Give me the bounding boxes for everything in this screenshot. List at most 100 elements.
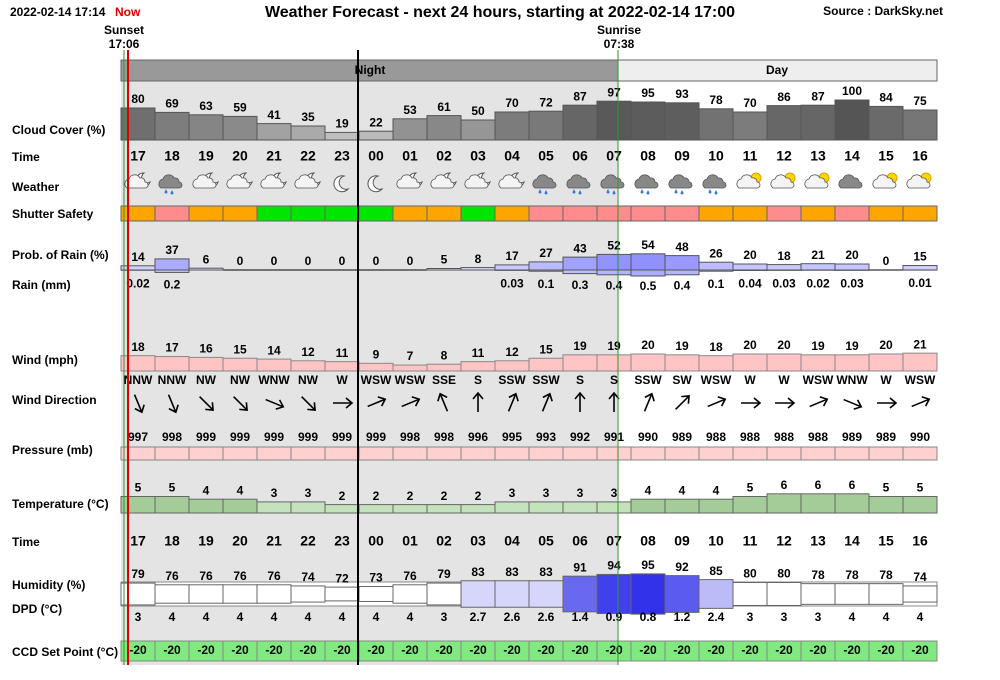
rain-prob-bar xyxy=(596,253,632,271)
humidity-box xyxy=(324,586,360,602)
hour: 09 xyxy=(674,533,690,549)
pressure-bar xyxy=(392,446,428,461)
cloud-value: 87 xyxy=(811,89,825,103)
hour: 05 xyxy=(538,533,554,549)
wind-direction: WSW xyxy=(905,373,936,387)
temperature-bar xyxy=(834,493,870,514)
humidity-box xyxy=(290,585,326,603)
wind-direction: WSW xyxy=(361,373,392,387)
dpd-value: 1.2 xyxy=(674,610,691,624)
cloud-bar xyxy=(188,114,224,141)
pressure-value: 999 xyxy=(196,430,216,444)
pressure-value: 992 xyxy=(570,430,590,444)
temperature-value: 3 xyxy=(271,486,278,500)
hour: 03 xyxy=(470,148,486,164)
pressure-bar xyxy=(188,446,224,461)
cloud-value: 53 xyxy=(403,103,417,117)
cloud-bar xyxy=(120,107,156,141)
wind-bar xyxy=(630,353,666,372)
wind-bar xyxy=(154,356,190,372)
rain-prob-value: 17 xyxy=(505,249,519,263)
wind-value: 20 xyxy=(777,338,791,352)
temperature-bar xyxy=(698,498,734,514)
hour: 09 xyxy=(674,148,690,164)
wind-arrow xyxy=(843,398,863,410)
rain-prob-bar xyxy=(188,267,224,271)
humidity-value: 76 xyxy=(199,569,213,583)
wind-value: 15 xyxy=(233,342,247,356)
humidity-value: 85 xyxy=(709,564,723,578)
rain-value: 0.4 xyxy=(606,279,623,293)
arrow-head xyxy=(717,396,727,407)
moon-icon xyxy=(333,175,350,193)
pressure-bar xyxy=(358,446,394,461)
ccd-value: -20 xyxy=(129,643,147,657)
wind-direction: W xyxy=(880,373,892,387)
dpd-value: 3 xyxy=(135,610,142,624)
rain-prob-value: 0 xyxy=(271,254,278,268)
shutter-cell xyxy=(324,205,360,222)
cloud-value: 97 xyxy=(607,85,621,99)
rain-bar xyxy=(562,269,598,275)
rain-prob-value: 14 xyxy=(131,250,145,264)
row-label: Wind (mph) xyxy=(12,353,78,367)
row-label: Pressure (mb) xyxy=(12,443,93,457)
rain-prob-bar xyxy=(698,261,734,271)
hour: 07 xyxy=(606,148,622,164)
cloud-value: 69 xyxy=(165,97,179,111)
temperature-bar xyxy=(596,501,632,514)
hour: 01 xyxy=(402,533,418,549)
row-label: CCD Set Point (°C) xyxy=(12,645,118,659)
cloud-value: 59 xyxy=(233,101,247,115)
pressure-bar xyxy=(698,446,734,461)
dpd-value: 0.9 xyxy=(606,610,623,624)
hour: 16 xyxy=(912,148,928,164)
wind-direction: WSW xyxy=(701,373,732,387)
cloud-value: 78 xyxy=(709,93,723,107)
humidity-value: 95 xyxy=(641,558,655,572)
humidity-value: 91 xyxy=(573,560,587,574)
rain-prob-bar xyxy=(426,268,462,271)
wind-value: 19 xyxy=(607,339,621,353)
cloud-icon xyxy=(192,174,217,189)
temperature-value: 3 xyxy=(611,486,618,500)
rain-prob-value: 0 xyxy=(373,254,380,268)
wind-arrow xyxy=(809,396,829,408)
row-label: Temperature (°C) xyxy=(12,497,109,511)
cloud-bar xyxy=(528,110,564,141)
temperature-value: 4 xyxy=(679,483,686,497)
rain-prob-value: 0 xyxy=(237,254,244,268)
pressure-value: 989 xyxy=(842,430,862,444)
rain-prob-value: 6 xyxy=(203,252,210,266)
arrow-head xyxy=(345,397,354,409)
hour: 23 xyxy=(334,148,350,164)
rain-prob-bar xyxy=(902,265,938,271)
wind-direction: W xyxy=(778,373,790,387)
rain-prob-bar xyxy=(664,255,700,271)
pressure-value: 999 xyxy=(230,430,250,444)
shutter-cell xyxy=(868,205,904,222)
arrow-head xyxy=(853,399,863,410)
humidity-box xyxy=(732,582,768,606)
cloud-bar xyxy=(290,125,326,141)
wind-arrow xyxy=(265,398,285,410)
arrow-head xyxy=(377,396,387,407)
wind-bar xyxy=(494,360,530,372)
cloud-icon xyxy=(566,174,591,189)
hour: 21 xyxy=(266,148,282,164)
humidity-box xyxy=(596,573,632,615)
cloud-value: 87 xyxy=(573,89,587,103)
rain-value: 0.02 xyxy=(806,276,830,290)
pressure-value: 988 xyxy=(706,430,726,444)
humidity-box xyxy=(562,575,598,613)
rain-prob-value: 54 xyxy=(641,238,655,252)
arrow-shaft xyxy=(809,398,827,408)
pressure-value: 998 xyxy=(434,430,454,444)
wind-value: 19 xyxy=(573,339,587,353)
dpd-value: 4 xyxy=(169,610,176,624)
rain-prob-value: 52 xyxy=(607,239,621,253)
arrow-shaft xyxy=(439,394,449,412)
temperature-value: 6 xyxy=(849,478,856,492)
shutter-cell xyxy=(222,205,258,222)
